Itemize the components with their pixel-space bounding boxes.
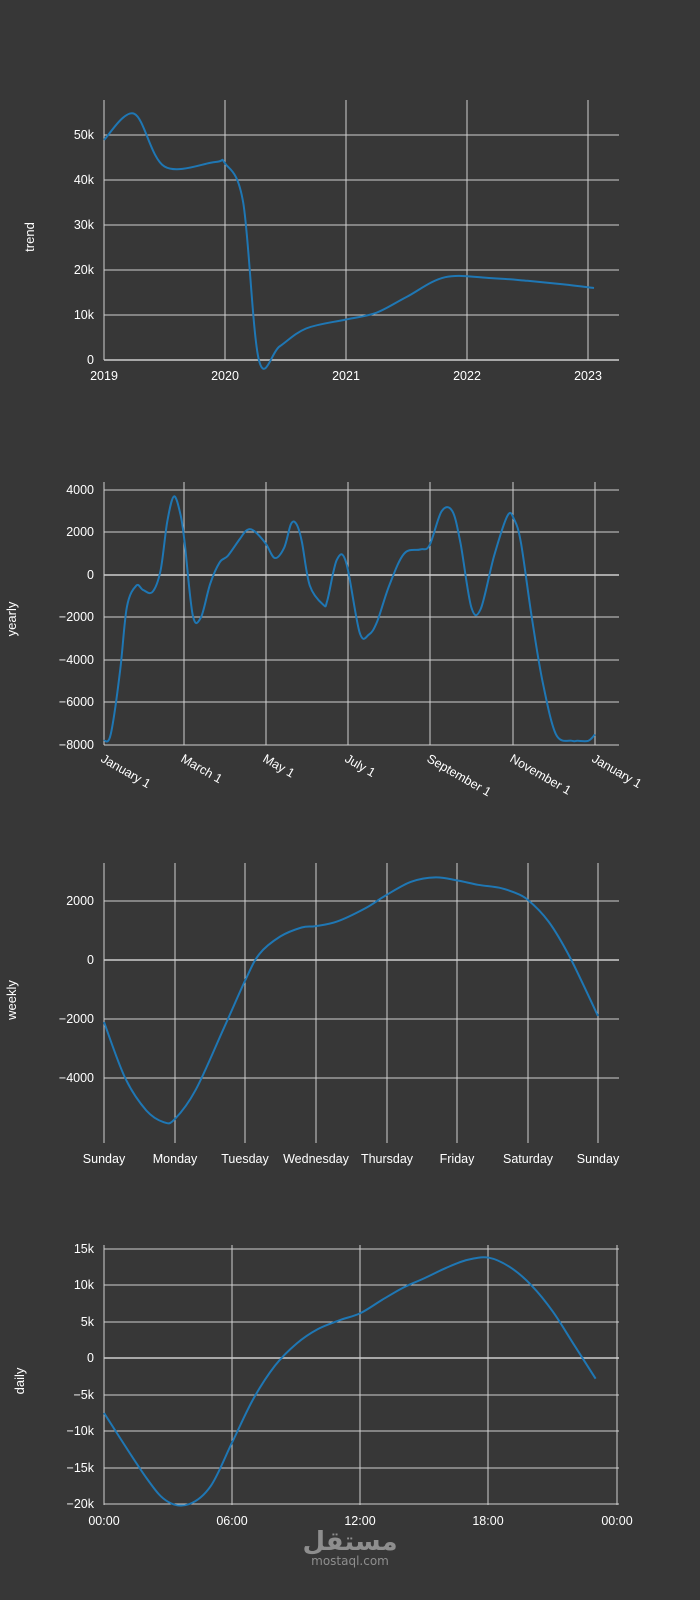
x-tick-label: 2022 [453,369,481,383]
x-tick-label: July 1 [343,751,378,779]
x-tick-label: Friday [440,1152,475,1166]
y-tick-label: 0 [87,353,94,367]
y-tick-label: 0 [87,953,94,967]
x-tick-label: September 1 [425,751,494,799]
y-tick-label: −20k [67,1497,95,1511]
x-tick-label: 2019 [90,369,118,383]
y-tick-label: 2000 [66,525,94,539]
series-line-trend [103,112,595,370]
y-tick-label: 2000 [66,894,94,908]
y-tick-label: −6000 [59,695,94,709]
y-axis-label: weekly [4,980,19,1021]
chart-panel-weekly: 2000 0 −2000 −4000 Sunday Monday Tuesday Wednes… [4,863,620,1166]
y-axis-label: daily [12,1367,27,1394]
y-tick-label: −4000 [59,1071,94,1085]
series-line-weekly [103,876,599,1125]
y-tick-label: 10k [74,308,95,322]
y-tick-label: −10k [67,1424,95,1438]
watermark-logo: مستقل mostaql.com [302,1527,397,1568]
y-tick-label: 5k [81,1315,95,1329]
series-line-daily [103,1256,597,1507]
y-tick-label: −15k [67,1461,95,1475]
x-tick-label: 2023 [574,369,602,383]
x-tick-label: Monday [153,1152,198,1166]
y-tick-label: −4000 [59,653,94,667]
watermark-text: مستقل [302,1527,397,1557]
series-line-yearly [103,495,596,743]
x-tick-label: Saturday [503,1152,554,1166]
chart-panel-trend: 0 10k 20k 30k 40k 50k 2019 2020 2021 2022 2023 tren… [22,100,619,383]
x-tick-label: January 1 [99,751,154,791]
x-tick-label: Wednesday [283,1152,350,1166]
y-axis-label: yearly [4,601,19,636]
y-tick-label: 50k [74,128,95,142]
x-tick-label: Sunday [83,1152,126,1166]
x-tick-label: May 1 [261,751,298,780]
y-tick-label: −8000 [59,738,94,752]
y-tick-label: 4000 [66,483,94,497]
y-tick-label: 15k [74,1242,95,1256]
y-tick-label: −2000 [59,1012,94,1026]
chart-panel-yearly: 4000 2000 0 −2000 −4000 −6000 −8000 January 1 Ma… [4,482,644,799]
x-tick-label: Tuesday [221,1152,269,1166]
y-tick-label: 40k [74,173,95,187]
x-tick-label: 00:00 [88,1514,119,1528]
x-tick-label: 2021 [332,369,360,383]
x-tick-label: 2020 [211,369,239,383]
x-tick-label: 12:00 [344,1514,375,1528]
y-tick-label: −5k [73,1388,94,1402]
y-axis-label: trend [22,222,37,252]
x-tick-label: March 1 [179,751,225,786]
x-tick-label: Sunday [577,1152,620,1166]
chart-panel-daily: 15k 10k 5k 0 −5k −10k −15k −20k 00:00 06:00 12:00 1… [12,1242,633,1528]
x-tick-label: 06:00 [216,1514,247,1528]
y-tick-label: 0 [87,568,94,582]
x-tick-label: 18:00 [472,1514,503,1528]
x-tick-label: 00:00 [601,1514,632,1528]
x-tick-label: November 1 [508,751,574,797]
watermark-subtext: mostaql.com [311,1554,389,1568]
y-tick-label: −2000 [59,610,94,624]
y-tick-label: 30k [74,218,95,232]
y-tick-label: 10k [74,1278,95,1292]
x-tick-label: January 1 [590,751,645,791]
y-tick-label: 0 [87,1351,94,1365]
x-tick-label: Thursday [361,1152,414,1166]
y-tick-label: 20k [74,263,95,277]
